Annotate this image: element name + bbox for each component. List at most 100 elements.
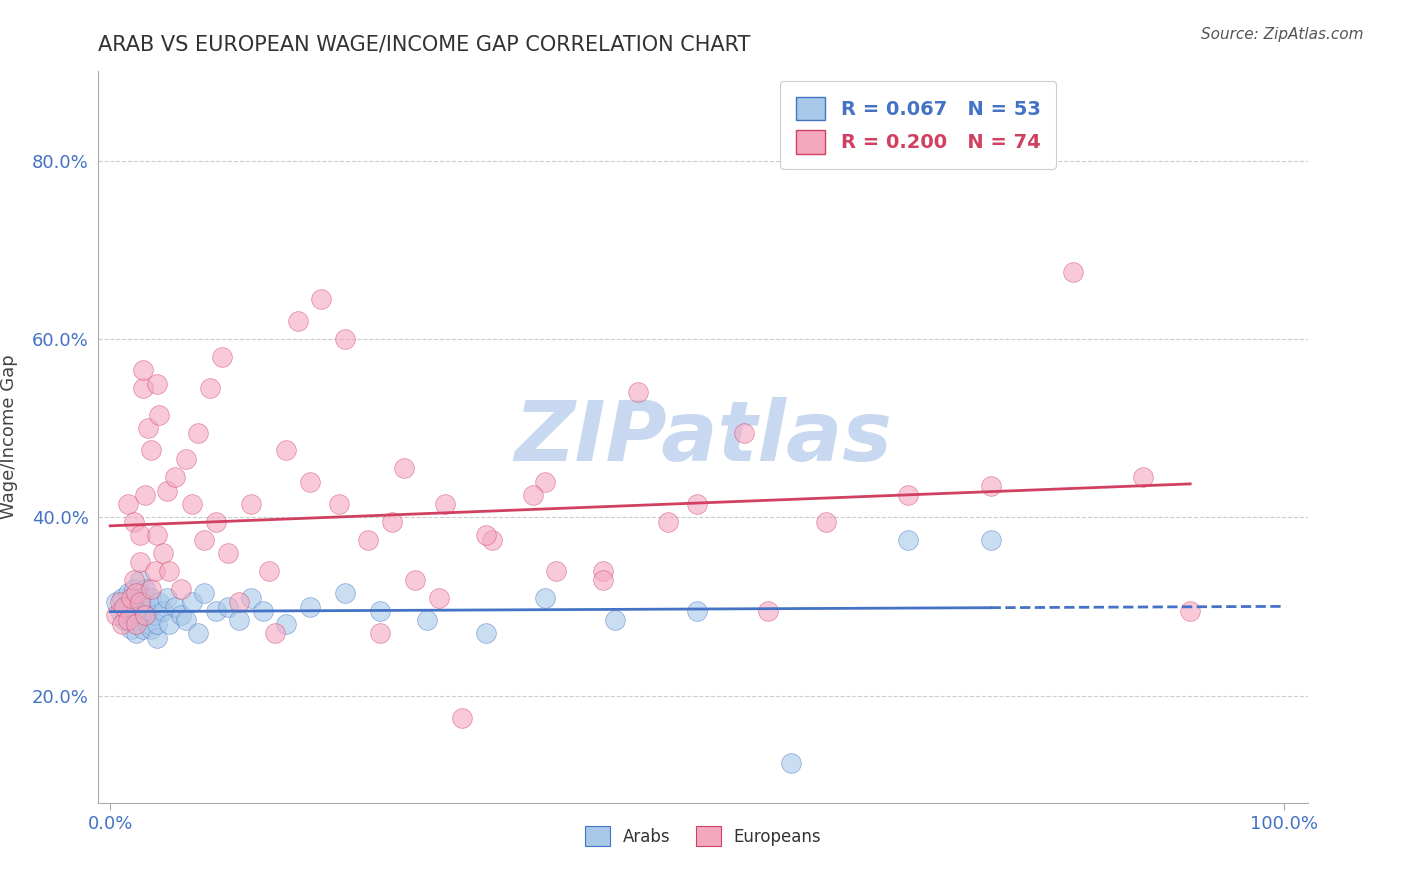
Point <box>125 626 148 640</box>
Point <box>108 604 131 618</box>
Point <box>333 332 356 346</box>
Point <box>427 591 450 605</box>
Point <box>451 711 474 725</box>
Point <box>128 595 150 609</box>
Point <box>105 608 128 623</box>
Legend: Arabs, Europeans: Arabs, Europeans <box>578 820 828 853</box>
Point <box>187 626 209 640</box>
Point <box>111 591 134 605</box>
Point <box>481 533 503 547</box>
Point <box>136 421 159 435</box>
Point <box>392 461 415 475</box>
Point <box>204 515 226 529</box>
Point <box>176 452 198 467</box>
Point <box>592 564 614 578</box>
Point <box>163 470 186 484</box>
Point <box>211 350 233 364</box>
Point <box>141 582 163 596</box>
Point <box>146 376 169 391</box>
Point <box>111 617 134 632</box>
Point <box>141 591 163 605</box>
Point <box>657 515 679 529</box>
Point <box>357 533 380 547</box>
Point <box>533 591 555 605</box>
Point <box>132 622 155 636</box>
Point <box>240 591 263 605</box>
Point <box>546 564 568 578</box>
Point <box>240 497 263 511</box>
Point <box>733 425 755 440</box>
Point <box>228 613 250 627</box>
Point <box>475 626 498 640</box>
Point <box>404 573 426 587</box>
Point <box>257 564 280 578</box>
Point <box>143 564 166 578</box>
Point <box>128 528 150 542</box>
Point <box>120 591 142 605</box>
Text: Source: ZipAtlas.com: Source: ZipAtlas.com <box>1201 27 1364 42</box>
Point <box>333 586 356 600</box>
Point <box>193 533 215 547</box>
Point <box>122 515 145 529</box>
Point <box>134 582 156 596</box>
Point <box>155 483 177 498</box>
Point <box>108 595 131 609</box>
Point <box>143 608 166 623</box>
Point <box>780 756 803 770</box>
Point <box>328 497 350 511</box>
Point <box>122 582 145 596</box>
Point <box>134 595 156 609</box>
Point <box>193 586 215 600</box>
Point <box>112 599 135 614</box>
Point <box>134 608 156 623</box>
Point <box>117 599 139 614</box>
Point <box>1132 470 1154 484</box>
Point <box>128 573 150 587</box>
Point <box>204 604 226 618</box>
Point <box>276 443 298 458</box>
Point <box>120 622 142 636</box>
Point <box>1062 265 1084 279</box>
Point <box>117 497 139 511</box>
Point <box>475 528 498 542</box>
Point <box>756 604 779 618</box>
Point <box>125 586 148 600</box>
Point <box>686 604 709 618</box>
Point <box>298 475 321 489</box>
Point <box>252 604 274 618</box>
Point <box>592 573 614 587</box>
Point <box>416 613 439 627</box>
Point <box>128 599 150 614</box>
Point <box>141 443 163 458</box>
Point <box>176 613 198 627</box>
Point <box>105 595 128 609</box>
Point <box>1180 604 1202 618</box>
Point <box>132 363 155 377</box>
Point <box>148 408 170 422</box>
Y-axis label: Wage/Income Gap: Wage/Income Gap <box>0 355 18 519</box>
Point <box>603 613 626 627</box>
Point <box>132 608 155 623</box>
Point <box>169 582 191 596</box>
Point <box>815 515 838 529</box>
Point <box>157 617 180 632</box>
Point <box>897 488 920 502</box>
Point <box>627 385 650 400</box>
Text: ZIPatlas: ZIPatlas <box>515 397 891 477</box>
Point <box>136 604 159 618</box>
Point <box>163 599 186 614</box>
Point <box>276 617 298 632</box>
Point <box>125 613 148 627</box>
Point <box>433 497 456 511</box>
Point <box>686 497 709 511</box>
Point <box>120 608 142 623</box>
Point <box>533 475 555 489</box>
Point <box>368 626 391 640</box>
Point <box>980 479 1002 493</box>
Point <box>141 622 163 636</box>
Point <box>152 546 174 560</box>
Point <box>522 488 544 502</box>
Point <box>132 381 155 395</box>
Point <box>311 292 333 306</box>
Point <box>263 626 285 640</box>
